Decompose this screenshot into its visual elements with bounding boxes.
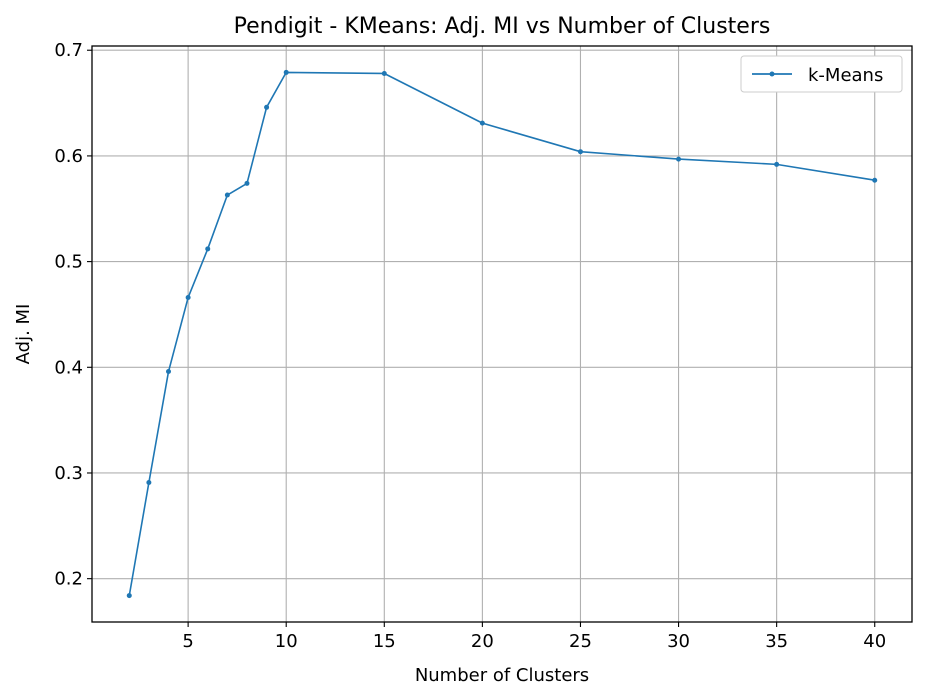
x-tick-label: 10 bbox=[275, 631, 298, 652]
data-point bbox=[205, 246, 211, 252]
data-point bbox=[185, 295, 191, 301]
x-axis-label: Number of Clusters bbox=[415, 665, 589, 686]
y-tick-label: 0.3 bbox=[54, 463, 83, 484]
data-point bbox=[244, 180, 250, 186]
x-tick-label: 30 bbox=[667, 631, 690, 652]
data-point bbox=[264, 104, 270, 110]
x-tick-label: 20 bbox=[471, 631, 494, 652]
y-tick-label: 0.7 bbox=[54, 40, 83, 61]
data-point bbox=[283, 69, 289, 75]
axis-ticks: 5 10 15 20 25 30 35 40 0.2 0.3 0.4 0.5 0.6 0.7 bbox=[54, 40, 886, 652]
data-point bbox=[381, 70, 387, 76]
data-point bbox=[224, 192, 230, 198]
legend-label: k-Means bbox=[808, 65, 883, 86]
legend-marker bbox=[769, 71, 775, 77]
x-tick-label: 35 bbox=[765, 631, 788, 652]
chart-title: Pendigit - KMeans: Adj. MI vs Number of … bbox=[234, 14, 771, 39]
y-axis-label: Adj. MI bbox=[13, 304, 34, 365]
grid bbox=[92, 46, 912, 622]
x-tick-label: 40 bbox=[863, 631, 886, 652]
legend-box bbox=[740, 55, 903, 93]
data-point bbox=[872, 177, 878, 183]
x-tick-label: 15 bbox=[373, 631, 396, 652]
legend: k-Means bbox=[740, 55, 903, 93]
y-tick-label: 0.5 bbox=[54, 252, 83, 273]
data-point bbox=[479, 120, 485, 126]
series-layer bbox=[126, 69, 878, 599]
data-point bbox=[577, 149, 583, 155]
y-tick-label: 0.6 bbox=[54, 146, 83, 167]
x-tick-label: 25 bbox=[569, 631, 592, 652]
y-tick-label: 0.4 bbox=[54, 357, 83, 378]
y-tick-label: 0.2 bbox=[54, 569, 83, 590]
plot-frame bbox=[91, 45, 913, 623]
data-point bbox=[676, 156, 682, 162]
x-tick-label: 5 bbox=[182, 631, 193, 652]
data-point bbox=[126, 593, 132, 599]
data-point bbox=[774, 161, 780, 167]
data-point bbox=[166, 369, 172, 375]
data-point bbox=[146, 479, 152, 485]
